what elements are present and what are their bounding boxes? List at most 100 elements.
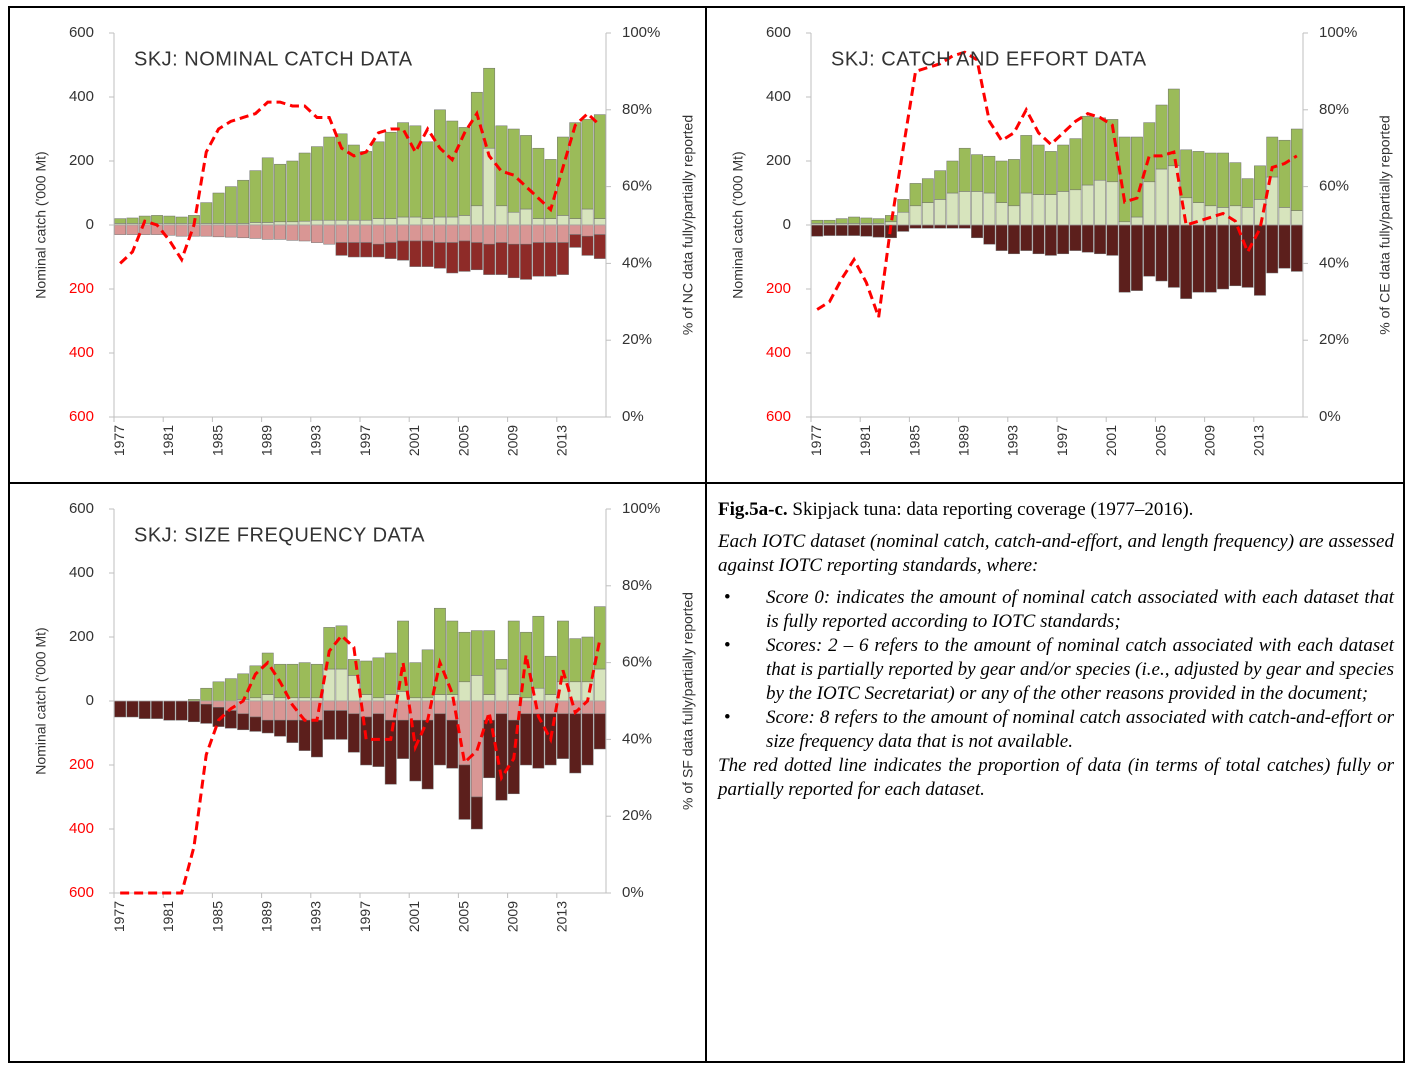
y2-tick-label: 40% [1319,254,1349,271]
bar-segment [224,710,237,729]
bar-segment [372,697,385,702]
bar-segment [274,221,286,226]
y-tick-label: 0 [86,216,94,233]
bar-segment [458,127,471,216]
chart-title: SKJ: SIZE FREQUENCY DATA [134,524,425,546]
bar-segment [446,719,459,769]
bar-segment [151,700,163,719]
bar-segment [532,224,545,243]
chart: 600 400 200 0 200 400 600 100% 80% 60% 40% 20% 0% 197… [33,500,696,932]
bar-segment [1106,181,1119,226]
bar-segment [200,703,213,724]
bar-segment [872,224,885,238]
bar-segment [200,687,213,702]
bar-segment [921,178,934,203]
bar-segment [995,160,1008,203]
bar-segment [335,625,348,670]
bar-segment [212,224,225,238]
bar-segment [434,607,446,695]
bar-segment [335,242,348,256]
bar-segment [434,242,446,269]
bar-segment [409,240,422,267]
bar-segment [995,202,1008,226]
bar-segment [544,224,557,243]
bar-segment [200,700,213,705]
bar-segment [495,700,508,715]
bar-segment [237,179,250,224]
bar-segment [360,242,373,258]
bar-segment [860,224,873,237]
bar-segment [114,218,127,224]
y2-axis-label: % of NC data fully/partially reported [680,115,696,335]
bar-segment [397,719,409,759]
bar-segment [421,224,434,242]
bar-segment [495,224,508,243]
bar-segment [848,216,860,224]
bar-segment [323,224,336,245]
bar-segment [860,217,873,224]
bar-segment [483,630,496,695]
bar-segment [557,215,569,226]
line-series [816,50,1298,318]
bar-segment [335,668,348,702]
bar-segment [593,218,606,226]
bar-segment [1008,224,1020,255]
y-tick-label: 600 [766,408,791,425]
bar-segment [958,224,971,229]
bar-segment [1192,224,1205,293]
bar-segment [458,215,471,226]
x-tick-label: 1977 [111,425,127,456]
bar-segment [557,620,569,683]
bar-segment [421,141,434,219]
y-tick-label: 400 [69,820,94,837]
bar-segment [409,224,422,242]
bar-segment [934,199,947,226]
bar-segment [823,219,836,224]
bar-segment [311,219,323,226]
caption-list: Score 0: indicates the amount of nominal… [718,586,1394,754]
bar-segment [520,631,532,699]
x-tick-label: 1993 [308,901,324,932]
bar-segment [1241,207,1254,226]
bar-segment [1229,162,1242,207]
y-tick-label: 200 [69,628,94,645]
bar-segment [520,208,532,226]
bar-segment [495,713,508,801]
bar-segment [286,224,299,241]
x-tick-label: 2009 [504,425,520,456]
y2-tick-label: 20% [1319,331,1349,348]
bar-segment [544,242,557,277]
y-tick-label: 200 [69,756,94,773]
bar-segment [311,719,323,758]
bar-segment [1094,179,1106,226]
y-tick-label: 600 [766,24,791,41]
bar-segment [483,67,496,149]
table-border [1403,6,1405,1063]
y-tick-label: 400 [766,344,791,361]
bar-segment [544,694,557,702]
bar-segment [335,700,348,711]
bar-segment [434,694,446,702]
bar-segment [360,151,373,221]
x-tick-label: 1985 [209,425,225,456]
bar-segment [569,713,582,774]
bar-segment [835,224,848,236]
bar-segment [885,221,897,226]
bar-segment [397,620,409,692]
bar-segment [1167,88,1180,167]
bar-segment [298,224,311,242]
bar-segment [1180,149,1193,199]
bar-segment [532,147,545,219]
x-tick-label: 2009 [1201,425,1217,456]
y-tick-label: 200 [69,152,94,169]
bar-segment [823,224,836,236]
bar-segment [581,235,594,256]
bar-segment [372,243,385,258]
y2-axis-label: % of CE data fully/partially reported [1377,115,1393,334]
bar-segment [1008,159,1020,207]
bar-segment [347,219,360,226]
bar-segment [1180,224,1193,299]
y-tick-label: 400 [766,88,791,105]
bar-segment [507,211,520,226]
bar-segment [581,636,594,683]
